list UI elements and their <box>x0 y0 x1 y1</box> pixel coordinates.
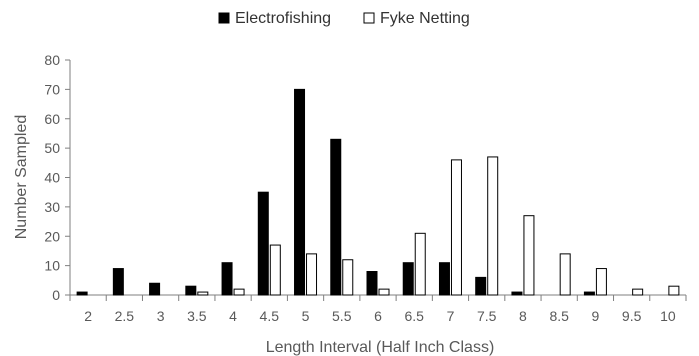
x-tick-label: 3.5 <box>187 308 207 324</box>
x-tick-label: 5 <box>302 308 310 324</box>
x-tick-label: 8.5 <box>549 308 569 324</box>
legend-label-fyke-netting: Fyke Netting <box>380 10 470 27</box>
bar-electrofishing <box>475 276 487 296</box>
y-tick-label: 30 <box>44 199 60 215</box>
x-tick-label: 4 <box>229 308 237 324</box>
y-tick-label: 80 <box>44 52 60 68</box>
y-tick-label: 60 <box>44 111 60 127</box>
bar-electrofishing <box>294 88 306 296</box>
bar-electrofishing <box>438 262 450 296</box>
y-tick-label: 20 <box>44 228 60 244</box>
bar-fyke-netting <box>342 259 354 296</box>
x-axis-title: Length Interval (Half Inch Class) <box>266 339 495 356</box>
x-tick-label: 6.5 <box>405 308 425 324</box>
legend-label-electrofishing: Electrofishing <box>235 10 331 27</box>
y-tick-label: 40 <box>44 170 60 186</box>
x-tick-label: 10 <box>660 308 676 324</box>
y-tick-label: 10 <box>44 258 60 274</box>
legend-swatch-fyke-netting <box>363 12 375 24</box>
x-tick-label: 7.5 <box>477 308 497 324</box>
bar-fyke-netting <box>632 288 644 296</box>
y-tick-label: 50 <box>44 140 60 156</box>
bar-fyke-netting <box>559 253 571 296</box>
bar-fyke-netting <box>450 159 462 296</box>
bar-fyke-netting <box>269 244 281 296</box>
x-tick-label: 7 <box>447 308 455 324</box>
bar-fyke-netting <box>414 232 426 296</box>
bar-electrofishing <box>257 191 269 296</box>
x-tick-label: 9.5 <box>622 308 642 324</box>
bar-fyke-netting <box>487 156 499 296</box>
bar-fyke-netting <box>306 253 318 296</box>
x-tick-label: 2.5 <box>115 308 135 324</box>
x-tick-label: 6 <box>374 308 382 324</box>
x-tick-label: 4.5 <box>260 308 280 324</box>
bar-electrofishing <box>366 271 378 296</box>
x-tick-label: 3 <box>157 308 165 324</box>
y-tick-label: 0 <box>52 287 60 303</box>
bar-fyke-netting <box>233 288 245 296</box>
bar-electrofishing <box>330 138 342 296</box>
x-tick-label: 8 <box>519 308 527 324</box>
bar-fyke-netting <box>523 215 535 296</box>
bar-fyke-netting <box>197 291 209 296</box>
y-axis: 0 10 20 30 40 50 60 70 80 <box>44 52 71 303</box>
bar-electrofishing <box>583 291 595 296</box>
x-axis: 2 2.5 3 3.5 4 4.5 5 5.5 6 6.5 7 7.5 8 8.5 9 9.5 10 <box>69 294 687 324</box>
bar-electrofishing <box>402 262 414 296</box>
bar-electrofishing <box>185 285 197 296</box>
bar-electrofishing <box>511 291 523 296</box>
y-axis-title: Number Sampled <box>13 115 30 240</box>
bar-electrofishing <box>112 268 124 296</box>
x-tick-label: 5.5 <box>332 308 352 324</box>
legend-swatch-electrofishing <box>218 12 230 24</box>
bar-electrofishing <box>149 282 161 296</box>
bar-electrofishing <box>221 262 233 296</box>
x-tick-label: 2 <box>84 308 92 324</box>
bar-fyke-netting <box>378 288 390 296</box>
legend: Electrofishing Fyke Netting <box>218 10 470 27</box>
bar-electrofishing <box>76 291 88 296</box>
bar-fyke-netting <box>595 268 607 296</box>
y-tick-label: 70 <box>44 81 60 97</box>
bars <box>76 88 680 296</box>
bar-fyke-netting <box>668 285 680 296</box>
x-tick-label: 9 <box>592 308 600 324</box>
